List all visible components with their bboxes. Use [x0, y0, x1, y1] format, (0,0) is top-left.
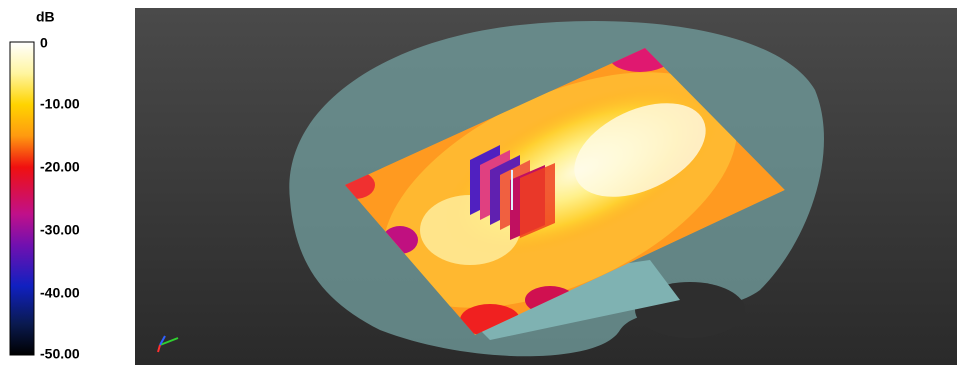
- colorbar-label: -40.00: [40, 285, 80, 301]
- antenna-fins: [470, 145, 555, 240]
- colorbar-label: -30.00: [40, 222, 80, 238]
- colorbar-label: -10.00: [40, 96, 80, 112]
- colorbar: [9, 41, 35, 356]
- colorbar-label: 0: [40, 35, 48, 51]
- colorbar-label: -20.00: [40, 159, 80, 175]
- colorbar-unit: dB: [36, 9, 55, 25]
- axis-triad: [157, 335, 179, 353]
- colorbar-label: -50.00: [40, 346, 80, 362]
